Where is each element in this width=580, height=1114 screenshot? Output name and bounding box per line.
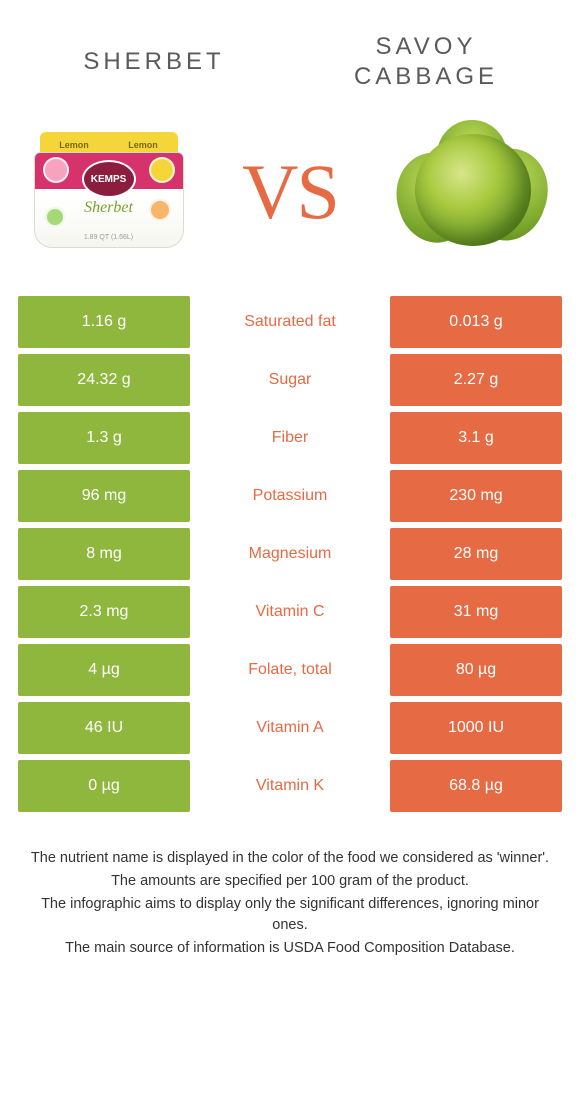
nutrient-label-cell: Sugar [196, 354, 384, 406]
right-value-cell: 68.8 µg [390, 760, 562, 812]
left-value-cell: 2.3 mg [18, 586, 190, 638]
left-food-image: Lemon Lemon KEMPS Sherbet 1.89 QT (1.66L… [26, 122, 191, 262]
left-value-cell: 46 IU [18, 702, 190, 754]
table-row: 46 IUVitamin A1000 IU [18, 702, 562, 754]
right-food-image [389, 122, 554, 262]
nutrient-label-cell: Vitamin A [196, 702, 384, 754]
nutrient-label-cell: Folate, total [196, 644, 384, 696]
tub-size: 1.89 QT (1.66L) [35, 234, 183, 241]
footer-line: The main source of information is USDA F… [22, 938, 558, 959]
cabbage-icon [397, 122, 547, 262]
fruit-icon [43, 157, 69, 183]
nutrient-table: 1.16 gSaturated fat0.013 g24.32 gSugar2.… [18, 296, 562, 812]
right-value-cell: 28 mg [390, 528, 562, 580]
left-value-cell: 96 mg [18, 470, 190, 522]
right-value-cell: 80 µg [390, 644, 562, 696]
left-value-cell: 0 µg [18, 760, 190, 812]
left-value-cell: 1.16 g [18, 296, 190, 348]
left-value-cell: 24.32 g [18, 354, 190, 406]
nutrient-label-cell: Fiber [196, 412, 384, 464]
left-value-cell: 1.3 g [18, 412, 190, 464]
right-title-line1: Savoy [376, 33, 477, 60]
right-title-line2: cabbage [354, 63, 498, 90]
footer-notes: The nutrient name is displayed in the co… [18, 848, 562, 959]
nutrient-label-cell: Magnesium [196, 528, 384, 580]
brand-logo: KEMPS [82, 160, 136, 198]
footer-line: The amounts are specified per 100 gram o… [22, 871, 558, 892]
table-row: 8 mgMagnesium28 mg [18, 528, 562, 580]
header-row: Sherbet Savoy cabbage [18, 20, 562, 104]
right-value-cell: 0.013 g [390, 296, 562, 348]
footer-line: The nutrient name is displayed in the co… [22, 848, 558, 869]
table-row: 1.3 gFiber3.1 g [18, 412, 562, 464]
right-value-cell: 31 mg [390, 586, 562, 638]
right-food-title: Savoy cabbage [290, 32, 562, 92]
nutrient-label-cell: Saturated fat [196, 296, 384, 348]
table-row: 1.16 gSaturated fat0.013 g [18, 296, 562, 348]
sherbet-tub-icon: Lemon Lemon KEMPS Sherbet 1.89 QT (1.66L… [34, 132, 184, 252]
fruit-icon [149, 157, 175, 183]
right-value-cell: 3.1 g [390, 412, 562, 464]
tub-script: Sherbet [35, 199, 183, 217]
lid-text-a: Lemon [59, 140, 89, 150]
table-row: 24.32 gSugar2.27 g [18, 354, 562, 406]
right-value-cell: 1000 IU [390, 702, 562, 754]
footer-line: The infographic aims to display only the… [22, 894, 558, 936]
lid-text-b: Lemon [128, 140, 158, 150]
left-value-cell: 8 mg [18, 528, 190, 580]
right-value-cell: 2.27 g [390, 354, 562, 406]
left-food-title: Sherbet [18, 48, 290, 76]
table-row: 96 mgPotassium230 mg [18, 470, 562, 522]
right-value-cell: 230 mg [390, 470, 562, 522]
table-row: 4 µgFolate, total80 µg [18, 644, 562, 696]
nutrient-label-cell: Potassium [196, 470, 384, 522]
images-row: Lemon Lemon KEMPS Sherbet 1.89 QT (1.66L… [18, 122, 562, 262]
nutrient-label-cell: Vitamin C [196, 586, 384, 638]
vs-badge: VS [242, 147, 338, 237]
table-row: 0 µgVitamin K68.8 µg [18, 760, 562, 812]
table-row: 2.3 mgVitamin C31 mg [18, 586, 562, 638]
left-value-cell: 4 µg [18, 644, 190, 696]
nutrient-label-cell: Vitamin K [196, 760, 384, 812]
